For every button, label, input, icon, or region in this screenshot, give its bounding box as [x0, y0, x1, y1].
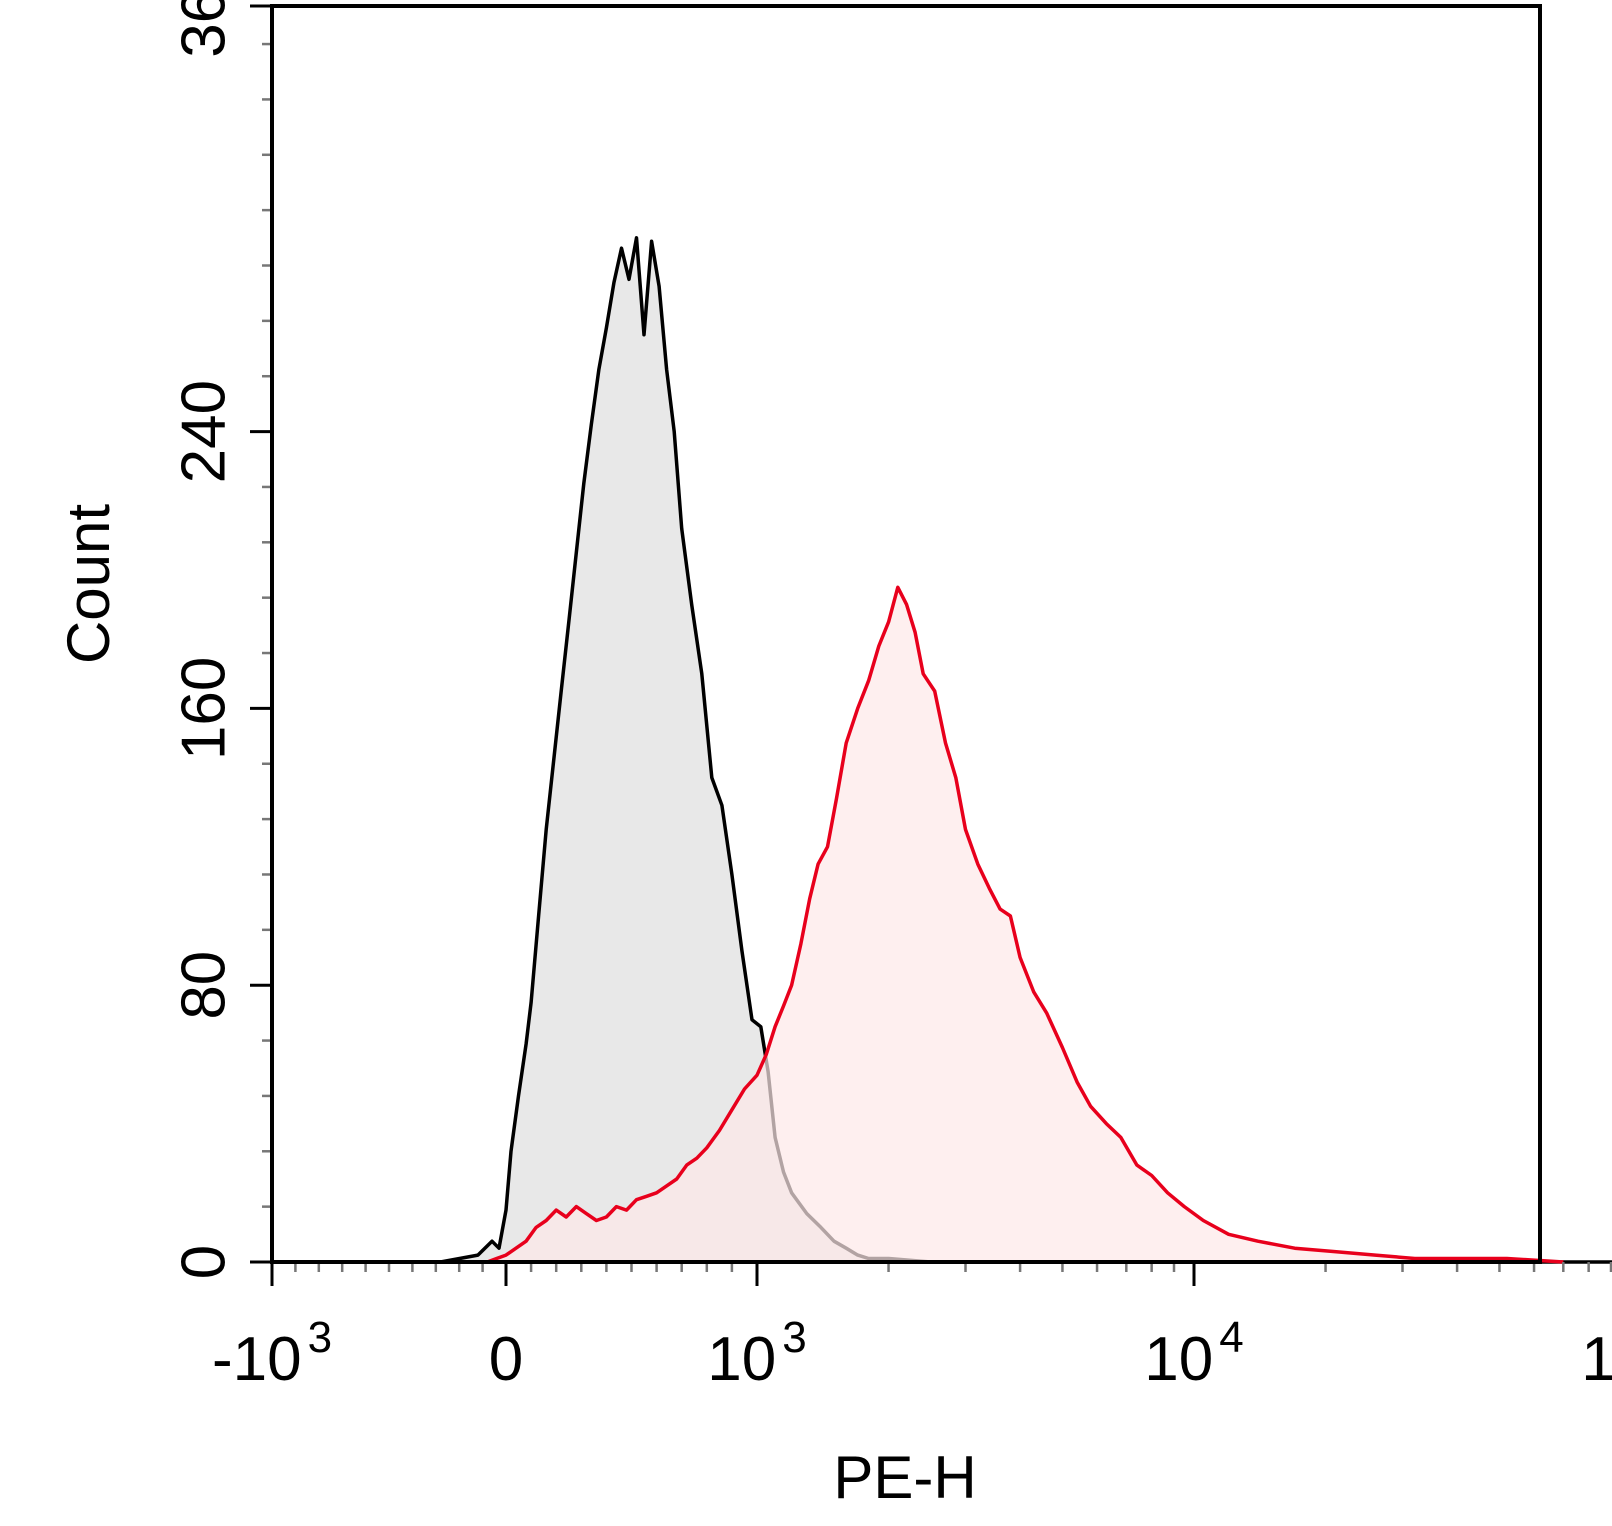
plot-frame: [270, 4, 1542, 1264]
x-tick-base: 10: [707, 1325, 776, 1394]
y-axis: 0 80 160 240 363: [169, 0, 272, 1279]
x-tick-exponent: 3: [782, 1313, 806, 1362]
y-tick-label-4: 363: [169, 0, 238, 58]
x-tick-exponent: 4: [1219, 1313, 1243, 1362]
x-tick-base: 10: [1581, 1325, 1612, 1394]
x-tick-base: 0: [489, 1325, 523, 1394]
y-tick-label-1: 80: [169, 951, 238, 1020]
series-1-line: [486, 585, 1564, 1264]
x-tick-exponent: 3: [308, 1313, 332, 1362]
x-tick-label-1: 0: [489, 1325, 523, 1394]
series-layer: [272, 236, 1612, 1264]
series-0-fill: [272, 237, 1612, 1262]
y-axis-title: Count: [55, 504, 122, 664]
series-1-fill: [487, 587, 1564, 1262]
y-tick-label-3: 240: [169, 380, 238, 483]
x-tick-label-2: 10 3: [707, 1313, 806, 1394]
x-tick-label-3: 10 4: [1144, 1313, 1243, 1394]
x-tick-label-0: -10 3: [212, 1313, 332, 1394]
x-axis-title: PE-H: [833, 1444, 976, 1511]
y-tick-label-2: 160: [169, 657, 238, 760]
x-tick-label-4: 105: [1581, 1313, 1612, 1394]
x-tick-base: 10: [1144, 1325, 1213, 1394]
x-tick-base: -10: [212, 1325, 302, 1394]
x-axis: -1030103104105: [212, 1262, 1612, 1394]
y-tick-label-0: 0: [169, 1245, 238, 1279]
